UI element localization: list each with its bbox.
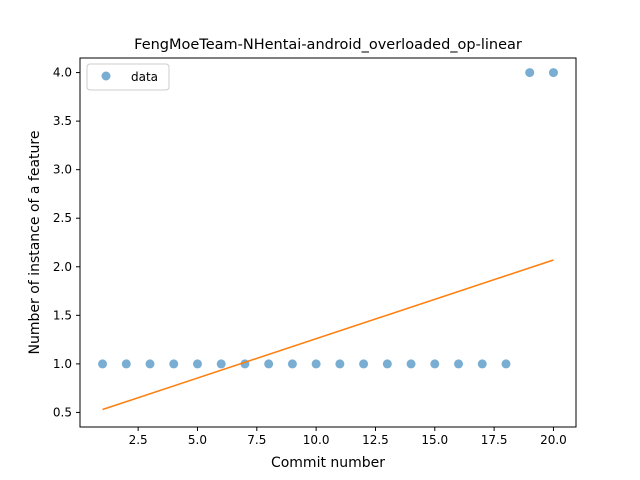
x-axis: 2.5 5.0 7.5 10.0 12.5 15.0 17.5 20.0 [129,427,567,447]
x-axis-title: Commit number [271,455,385,471]
fit-line [102,259,554,411]
x-tick-label: 5.0 [188,433,207,447]
data-point [548,68,558,78]
legend-label: data [131,70,158,84]
data-point [430,359,440,369]
data-point [287,359,297,369]
y-tick-label: 1.5 [53,308,72,322]
y-tick-label: 1.0 [53,357,72,371]
y-tick-label: 2.5 [53,211,72,225]
x-tick-label: 15.0 [421,433,448,447]
x-tick-label: 10.0 [303,433,330,447]
x-tick-label: 12.5 [362,433,389,447]
data-point [525,68,535,78]
x-tick-label: 17.5 [481,433,508,447]
data-point [406,359,416,369]
legend-marker [101,71,111,81]
data-point [121,359,131,369]
data-point [359,359,369,369]
x-tick-label: 7.5 [247,433,266,447]
data-point [145,359,155,369]
data-point [477,359,487,369]
legend-box [86,63,170,91]
x-tick-label: 20.0 [540,433,567,447]
data-point [335,359,345,369]
chart-title: FengMoeTeam-NHentai-android_overloaded_o… [134,37,522,53]
y-tick-label: 0.5 [53,405,72,419]
plot-area [79,57,577,428]
y-tick-label: 4.0 [53,66,72,80]
data-point [169,359,179,369]
data-point [382,359,392,369]
legend: data [86,63,170,91]
data-point [98,359,108,369]
data-point [264,359,274,369]
y-tick-label: 2.0 [53,260,72,274]
data-point [311,359,321,369]
data-point [192,359,202,369]
y-axis: 0.5 1.0 1.5 2.0 2.5 3.0 3.5 4.0 [53,66,80,419]
data-point [454,359,464,369]
data-point [501,359,511,369]
y-tick-label: 3.0 [53,163,72,177]
x-tick-label: 2.5 [129,433,148,447]
y-axis-title: Number of instance of a feature [27,131,43,355]
data-point [216,359,226,369]
y-tick-label: 3.5 [53,114,72,128]
series-layer [98,68,558,411]
